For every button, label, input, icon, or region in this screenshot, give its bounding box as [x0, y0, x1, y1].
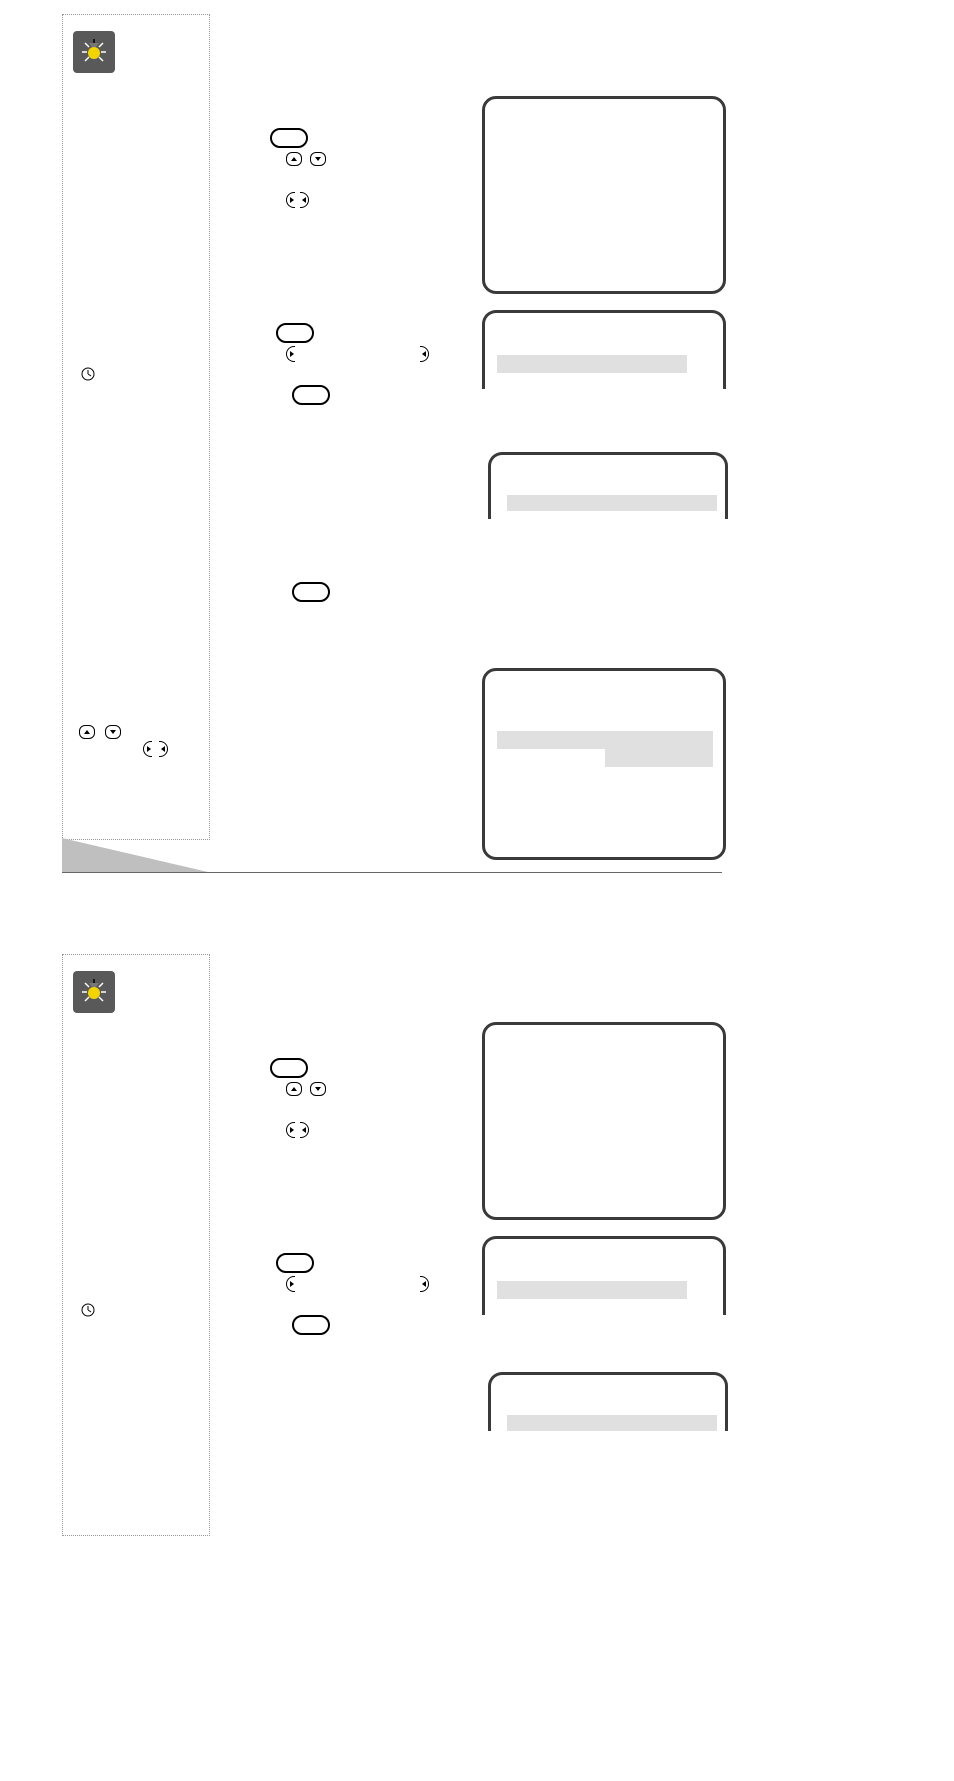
placeholder-bar	[497, 731, 713, 749]
pill-button-3[interactable]	[292, 385, 330, 405]
down-button-1[interactable]	[310, 152, 326, 166]
page	[0, 0, 954, 1510]
half-left-icon-1	[286, 192, 295, 208]
pill-button-5[interactable]	[270, 1058, 308, 1078]
screen-1	[482, 96, 726, 294]
half-right-icon-4	[420, 1276, 429, 1292]
placeholder-bar	[507, 495, 717, 511]
half-right-icon-3	[300, 1122, 309, 1138]
section-2	[0, 940, 954, 1540]
up-button-2[interactable]	[286, 1082, 302, 1096]
pill-button-7[interactable]	[292, 1315, 330, 1335]
half-left-icon-2	[286, 346, 295, 362]
left-panel-2	[62, 954, 210, 1536]
up-button-1[interactable]	[286, 152, 302, 166]
placeholder-bar	[507, 1415, 717, 1431]
half-left-icon-3	[286, 1122, 295, 1138]
half-left-icon-4	[286, 1276, 295, 1292]
clock-icon	[81, 367, 95, 381]
placeholder-bar	[605, 749, 713, 767]
lightbulb-icon	[73, 31, 115, 73]
pill-button-1[interactable]	[270, 128, 308, 148]
panel-down-button[interactable]	[105, 725, 121, 739]
lightbulb-icon	[73, 971, 115, 1013]
placeholder-bar	[497, 355, 687, 373]
pill-button-4[interactable]	[292, 582, 330, 602]
screen-7	[488, 1372, 728, 1431]
screen-2	[482, 310, 726, 389]
divider-line	[62, 872, 722, 873]
placeholder-bar	[497, 1281, 687, 1299]
wedge-shape	[62, 838, 208, 872]
pill-button-2[interactable]	[276, 323, 314, 343]
left-panel	[62, 14, 210, 840]
screen-5	[482, 1022, 726, 1220]
panel-half-right-icon	[159, 741, 168, 757]
down-button-2[interactable]	[310, 1082, 326, 1096]
panel-up-button[interactable]	[79, 725, 95, 739]
screen-3	[488, 452, 728, 519]
clock-icon	[81, 1303, 95, 1317]
half-right-icon-1	[300, 192, 309, 208]
screen-6	[482, 1236, 726, 1315]
half-right-icon-2	[420, 346, 429, 362]
pill-button-6[interactable]	[276, 1253, 314, 1273]
screen-4	[482, 668, 726, 860]
section-1	[0, 0, 954, 890]
panel-half-left-icon	[143, 741, 152, 757]
